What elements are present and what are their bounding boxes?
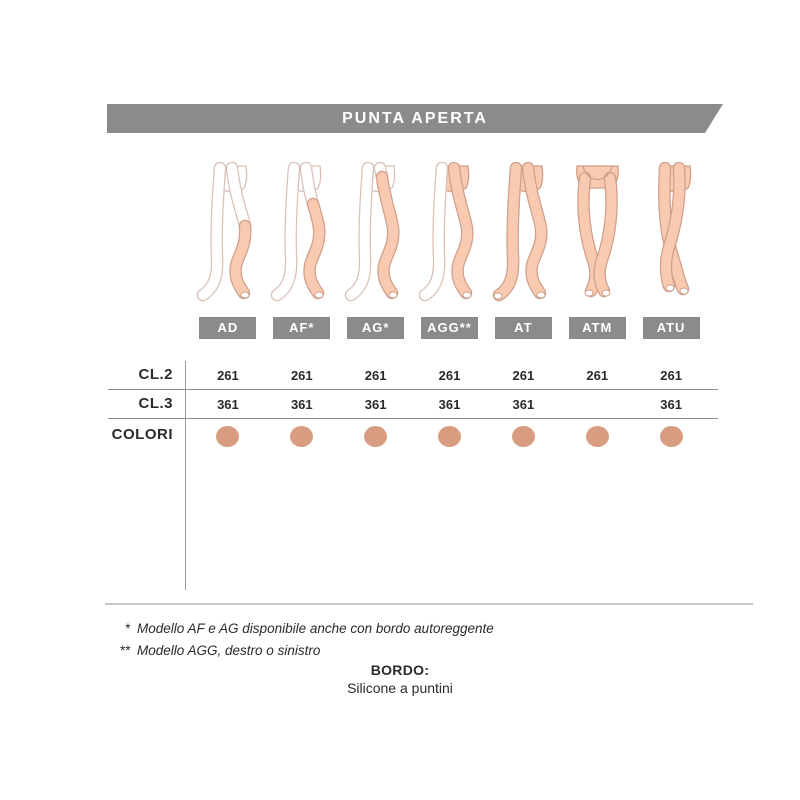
model-badge-AGG: AGG** <box>421 317 478 339</box>
cl3-cell-ATU: 361 <box>634 394 708 414</box>
footnote-marker: ** <box>119 643 130 658</box>
color-dot-AD <box>216 425 240 447</box>
model-badge-col-AGG: AGG** <box>413 317 487 339</box>
row-label-cl3: CL.3 <box>138 395 173 412</box>
leg-figure-AT-icon <box>492 162 548 302</box>
model-badge-col-AT: AT <box>486 317 560 339</box>
cl3-value-AG: 361 <box>364 396 387 412</box>
color-dot-AGG <box>438 425 461 447</box>
model-badge-col-AF: AF* <box>265 317 339 339</box>
colori-cell-AT <box>486 424 560 448</box>
model-badge-col-ATM: ATM <box>560 317 634 339</box>
table-row-cl3: 361 361 361 361 361 361 <box>191 394 708 414</box>
colori-cell-AF <box>265 424 339 448</box>
footnote-marker: * <box>124 621 130 636</box>
cl2-value-ATM: 261 <box>586 367 609 383</box>
header-banner: PUNTA APERTA <box>107 104 723 133</box>
footnote-2: ** Modello AGG, destro o sinistro <box>112 642 494 660</box>
leg-figure-col-AGG <box>413 162 487 312</box>
cl2-value-AF: 261 <box>290 367 313 383</box>
model-badge-AT: AT <box>494 317 552 339</box>
cl2-cell-AT: 261 <box>486 365 560 385</box>
colori-cell-AG <box>339 424 413 448</box>
cl2-cell-AD: 261 <box>191 365 265 385</box>
footnote-text: Modello AF e AG disponibile anche con bo… <box>137 621 494 636</box>
table-row-cl2: 261 261 261 261 261 261 261 <box>191 365 708 385</box>
footnote-1: * Modello AF e AG disponibile anche con b… <box>112 620 494 638</box>
cl3-cell-ATM <box>560 394 634 414</box>
model-badge-ATU: ATU <box>642 317 700 339</box>
cl3-cell-AT: 361 <box>486 394 560 414</box>
cl2-value-AD: 261 <box>217 367 239 383</box>
model-badge-col-AD: AD <box>191 317 265 339</box>
cl3-cell-AGG: 361 <box>413 394 487 414</box>
model-badge-ATM: ATM <box>568 317 626 339</box>
colori-cell-AGG <box>413 424 487 448</box>
cl3-value-AF: 361 <box>290 396 313 412</box>
model-badge-col-AG: AG* <box>339 317 413 339</box>
cl3-cell-AF: 361 <box>265 394 339 414</box>
bordo-note: BORDO: Silicone a puntini <box>0 662 800 696</box>
footnotes: * Modello AF e AG disponibile anche con b… <box>112 620 494 664</box>
leg-figure-AG-icon <box>344 162 400 302</box>
cl3-value-AD: 361 <box>217 396 239 412</box>
leg-figure-col-AF <box>265 162 339 312</box>
row-label-cl2: CL.2 <box>138 366 173 383</box>
cl2-cell-AF: 261 <box>265 365 339 385</box>
cl2-cell-ATM: 261 <box>560 365 634 385</box>
cl3-value-AT: 361 <box>512 396 535 412</box>
model-badge-AF: AF* <box>273 317 331 339</box>
footnote-text: Modello AGG, destro o sinistro <box>137 643 321 658</box>
row-label-colori: COLORI <box>111 426 173 443</box>
cl2-value-ATU: 261 <box>660 367 682 383</box>
table-divider-2 <box>108 418 718 419</box>
table-divider-1 <box>108 389 718 390</box>
cl3-cell-AD: 361 <box>191 394 265 414</box>
color-dot-ATM <box>585 425 609 447</box>
colori-cell-ATU <box>634 424 708 448</box>
cl2-value-AG: 261 <box>364 367 387 383</box>
cl3-value-AGG: 361 <box>438 396 461 412</box>
cl2-value-AT: 261 <box>512 367 535 383</box>
cl2-value-AGG: 261 <box>438 367 461 383</box>
leg-figure-AF-icon <box>271 162 326 302</box>
leg-figure-ATU-icon <box>657 162 691 296</box>
model-badge-col-ATU: ATU <box>634 317 708 339</box>
bordo-value: Silicone a puntini <box>347 680 453 696</box>
leg-figure-col-AD <box>191 162 265 312</box>
page-title: PUNTA APERTA <box>342 109 488 127</box>
leg-figures-row <box>191 162 708 312</box>
table-vertical-divider <box>185 361 186 590</box>
cl2-cell-AG: 261 <box>339 365 413 385</box>
model-badge-AG: AG* <box>347 317 405 339</box>
colori-cell-ATM <box>560 424 634 448</box>
leg-figure-AGG-icon <box>418 162 474 302</box>
color-dot-ATU <box>659 425 683 447</box>
color-dot-AG <box>364 425 388 447</box>
leg-figure-col-AT <box>486 162 560 312</box>
cl2-cell-ATU: 261 <box>634 365 708 385</box>
leg-figure-ATM-icon <box>575 165 619 298</box>
color-dot-AT <box>511 425 535 447</box>
table-row-colori <box>191 424 708 448</box>
colori-cell-AD <box>191 424 265 448</box>
cl3-cell-AG: 361 <box>339 394 413 414</box>
model-badges-row: AD AF* AG* AGG** AT ATM ATU <box>191 317 708 339</box>
leg-figure-AD-icon <box>197 162 252 302</box>
leg-figure-col-AG <box>339 162 413 312</box>
model-badge-AD: AD <box>199 317 257 339</box>
cl2-cell-AGG: 261 <box>413 365 487 385</box>
bordo-title: BORDO: <box>370 662 430 678</box>
color-dot-AF <box>290 425 314 447</box>
section-bottom-rule <box>105 603 753 605</box>
leg-figure-col-ATU <box>634 162 708 312</box>
leg-figure-col-ATM <box>560 162 634 312</box>
cl3-value-ATU: 361 <box>660 396 682 412</box>
